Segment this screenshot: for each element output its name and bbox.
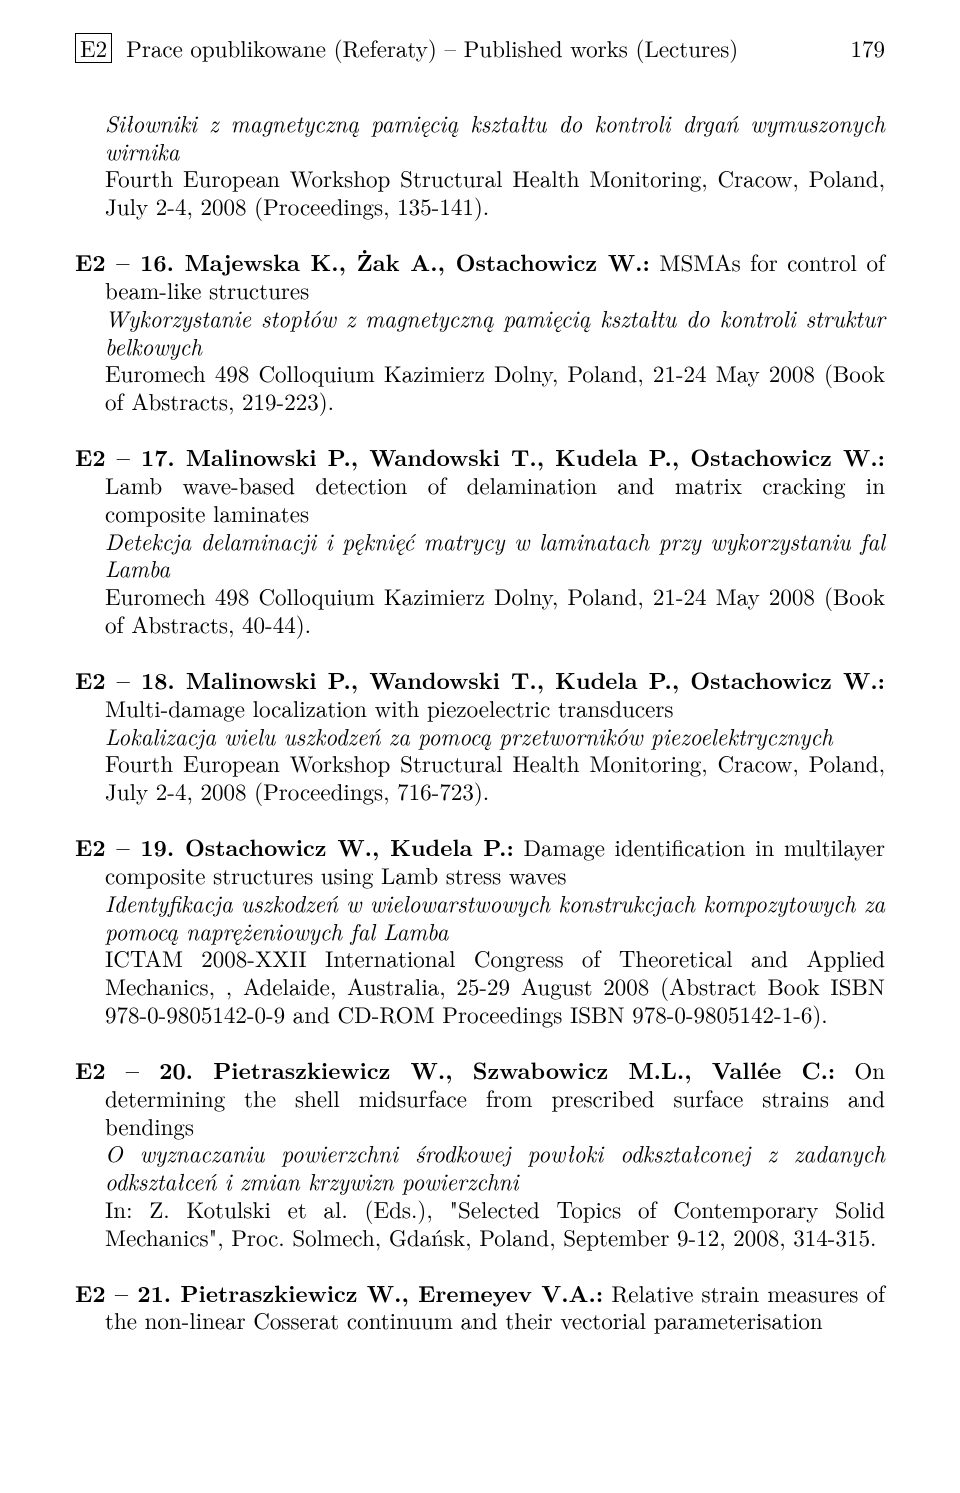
- entry-title-italic: Wykorzystanie stopłów z magnetyczną pami…: [105, 301, 885, 362]
- bib-entry: E2 – 19. Ostachowicz W., Kudela P.: Dama…: [75, 833, 885, 1028]
- bib-entry: E2 – 21. Pietraszkiewicz W., Eremeyev V.…: [75, 1279, 885, 1335]
- header-title: Prace opublikowane (Referaty) – Publishe…: [126, 34, 836, 62]
- entry-venue: ICTAM 2008-XXII International Congress o…: [105, 941, 885, 1030]
- entry-venue: Fourth European Workshop Structural Heal…: [105, 161, 885, 222]
- entry-venue: In: Z. Kotulski et al. (Eds.), "Selected…: [105, 1192, 885, 1253]
- bib-entry: E2 – 18. Malinowski P., Wandowski T., Ku…: [75, 666, 885, 805]
- entry-venue: Euromech 498 Colloquium Kazimierz Dolny,…: [105, 579, 885, 640]
- page: E2 Prace opublikowane (Referaty) – Publi…: [0, 0, 960, 1493]
- bib-entry: E2 – 20. Pietraszkiewicz W., Szwabowicz …: [75, 1056, 885, 1251]
- header-section-box: E2: [75, 33, 112, 63]
- entry-title-italic: Detekcja delaminacji i pęknięć matrycy w…: [105, 524, 885, 585]
- entry-title-italic: Siłowniki z magnetyczną pamięcią kształt…: [105, 106, 885, 167]
- entry-title-italic: Identyfikacja uszkodzeń w wielowarstwowy…: [105, 886, 885, 947]
- entry-title-italic: O wyznaczaniu powierzchni środkowej powł…: [105, 1136, 885, 1197]
- running-header: E2 Prace opublikowane (Referaty) – Publi…: [75, 33, 885, 63]
- entry-venue: Fourth European Workshop Structural Heal…: [105, 746, 885, 807]
- bib-entry: E2 – 17. Malinowski P., Wandowski T., Ku…: [75, 443, 885, 638]
- entry-title-en: Lamb wave-based detection of delaminatio…: [105, 468, 885, 529]
- bib-entry: Siłowniki z magnetyczną pamięcią kształt…: [75, 109, 885, 220]
- entry-venue: Euromech 498 Colloquium Kazimierz Dolny,…: [105, 356, 885, 417]
- header-page-number: 179: [851, 34, 886, 62]
- bib-entry: E2 – 16. Majewska K., Żak A., Ostachowic…: [75, 248, 885, 415]
